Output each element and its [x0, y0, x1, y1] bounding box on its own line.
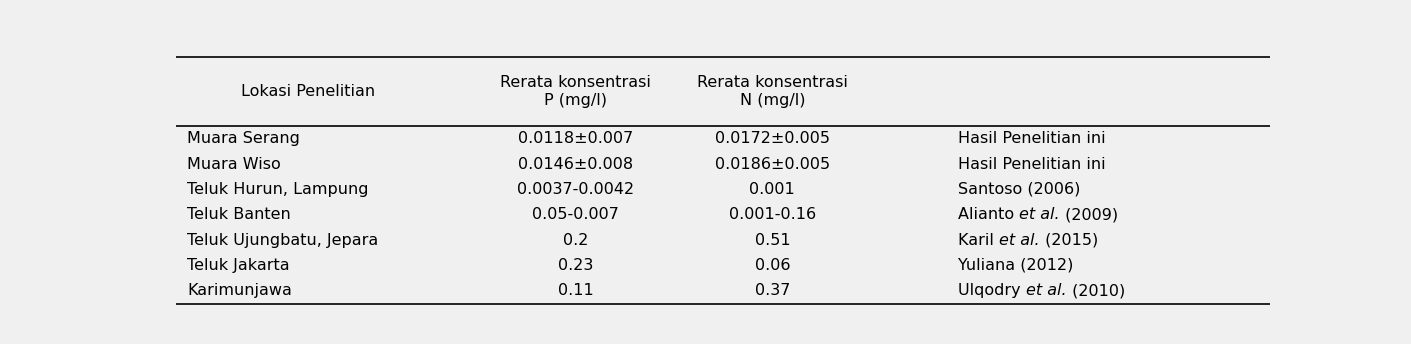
Text: 0.11: 0.11 — [557, 283, 594, 298]
Text: Alianto: Alianto — [958, 207, 1020, 222]
Text: 0.0118±0.007: 0.0118±0.007 — [518, 131, 634, 146]
Text: 0.0146±0.008: 0.0146±0.008 — [518, 157, 634, 172]
Text: Teluk Banten: Teluk Banten — [188, 207, 291, 222]
Text: Ulqodry: Ulqodry — [958, 283, 1026, 298]
Text: Teluk Ujungbatu, Jepara: Teluk Ujungbatu, Jepara — [188, 233, 378, 248]
Text: Teluk Jakarta: Teluk Jakarta — [188, 258, 289, 273]
Text: 0.0186±0.005: 0.0186±0.005 — [715, 157, 830, 172]
Text: et al.: et al. — [999, 233, 1040, 248]
Text: Rerata konsentrasi
N (mg/l): Rerata konsentrasi N (mg/l) — [697, 75, 848, 108]
Text: Muara Serang: Muara Serang — [188, 131, 301, 146]
Text: 0.05-0.007: 0.05-0.007 — [532, 207, 619, 222]
Text: (2009): (2009) — [1060, 207, 1119, 222]
Text: Muara Wiso: Muara Wiso — [188, 157, 281, 172]
Text: 0.2: 0.2 — [563, 233, 588, 248]
Text: Karil: Karil — [958, 233, 999, 248]
Text: 0.0172±0.005: 0.0172±0.005 — [715, 131, 830, 146]
Text: Lokasi Penelitian: Lokasi Penelitian — [240, 84, 375, 99]
Text: 0.001-0.16: 0.001-0.16 — [729, 207, 816, 222]
Text: 0.51: 0.51 — [755, 233, 790, 248]
Text: 0.23: 0.23 — [557, 258, 593, 273]
Text: Hasil Penelitian ini: Hasil Penelitian ini — [958, 131, 1106, 146]
Text: Rerata konsentrasi
P (mg/l): Rerata konsentrasi P (mg/l) — [499, 75, 650, 108]
Text: Santoso (2006): Santoso (2006) — [958, 182, 1081, 197]
Text: Karimunjawa: Karimunjawa — [188, 283, 292, 298]
Text: et al.: et al. — [1020, 207, 1060, 222]
Text: (2010): (2010) — [1067, 283, 1125, 298]
Text: Hasil Penelitian ini: Hasil Penelitian ini — [958, 157, 1106, 172]
Text: 0.06: 0.06 — [755, 258, 790, 273]
Text: Yuliana (2012): Yuliana (2012) — [958, 258, 1074, 273]
Text: (2015): (2015) — [1040, 233, 1098, 248]
Text: 0.001: 0.001 — [749, 182, 796, 197]
Text: 0.37: 0.37 — [755, 283, 790, 298]
Text: 0.0037-0.0042: 0.0037-0.0042 — [516, 182, 634, 197]
Text: Teluk Hurun, Lampung: Teluk Hurun, Lampung — [188, 182, 368, 197]
Text: et al.: et al. — [1026, 283, 1067, 298]
